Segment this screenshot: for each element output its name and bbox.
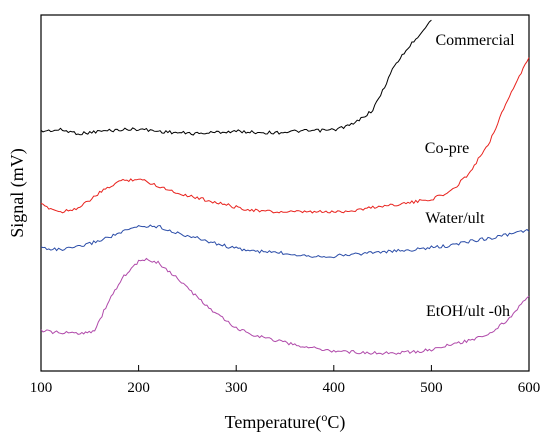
x-axis-title-degree: o (321, 410, 327, 424)
series-line-2 (40, 57, 530, 214)
x-tick-label: 200 (127, 380, 150, 396)
series-group (40, 19, 530, 355)
series-label-4: EtOH/ult -0h (426, 303, 510, 320)
y-axis-title: Signal (mV) (7, 148, 28, 238)
series-label-2: Co-pre (425, 140, 469, 157)
series-label-3: Water/ult (425, 210, 485, 227)
x-axis-title-unit: C) (327, 412, 345, 432)
x-tick-label: 500 (420, 380, 443, 396)
x-tick-label: 100 (30, 380, 53, 396)
series-label-1: Commercial (435, 32, 515, 49)
series-labels: Commercial Co-pre Water/ult EtOH/ult -0h (425, 32, 515, 320)
x-axis-ticks: 100 200 300 400 500 600 (30, 365, 541, 396)
x-axis-title: Temperature(oC) (225, 410, 346, 432)
x-tick-label: 300 (225, 380, 248, 396)
x-tick-label: 600 (518, 380, 541, 396)
series-line-3 (40, 224, 530, 259)
series-line-1 (40, 19, 432, 136)
series-line-4 (40, 257, 530, 355)
x-axis-title-main: Temperature( (225, 412, 322, 432)
x-tick-label: 400 (323, 380, 346, 396)
plot-frame (40, 14, 530, 372)
